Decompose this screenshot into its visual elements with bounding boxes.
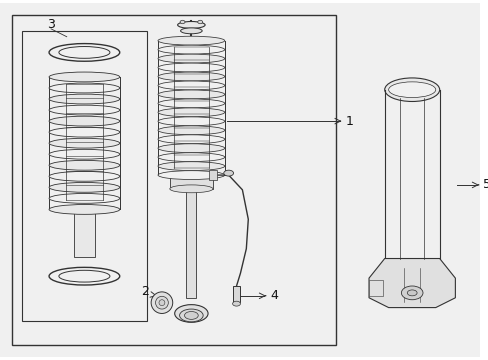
Text: 1: 1 [345,114,353,127]
Ellipse shape [158,36,224,45]
Ellipse shape [49,72,120,82]
Text: 4: 4 [269,289,277,302]
Ellipse shape [158,90,224,99]
Ellipse shape [151,292,172,314]
Bar [21,31,147,321]
Ellipse shape [180,28,202,34]
Ellipse shape [158,45,224,54]
Ellipse shape [384,78,439,102]
Ellipse shape [49,193,120,203]
Ellipse shape [158,72,224,81]
Ellipse shape [158,117,224,126]
Ellipse shape [155,296,168,309]
Bar [232,286,240,302]
Ellipse shape [158,135,224,144]
Ellipse shape [49,138,120,148]
Ellipse shape [197,20,202,24]
Bar [169,175,213,189]
Ellipse shape [49,105,120,115]
Text: 5: 5 [482,179,488,192]
Ellipse shape [179,309,203,322]
Ellipse shape [49,267,120,285]
Ellipse shape [174,305,207,322]
Ellipse shape [49,149,120,159]
Ellipse shape [158,54,224,63]
Ellipse shape [184,311,198,319]
Ellipse shape [49,83,120,93]
Ellipse shape [159,300,164,306]
Ellipse shape [59,46,110,58]
Text: 3: 3 [47,18,55,31]
Ellipse shape [158,108,224,117]
Ellipse shape [158,63,224,72]
Ellipse shape [49,44,120,61]
Ellipse shape [388,82,435,98]
Ellipse shape [158,153,224,162]
Ellipse shape [407,290,416,296]
Ellipse shape [158,144,224,153]
Ellipse shape [401,286,422,300]
Bar [368,280,382,296]
Ellipse shape [49,160,120,170]
Ellipse shape [49,94,120,104]
Ellipse shape [49,171,120,181]
Ellipse shape [158,126,224,135]
Ellipse shape [224,170,233,176]
Ellipse shape [158,99,224,108]
Ellipse shape [49,127,120,137]
Bar [12,15,335,345]
Bar [74,210,95,257]
Ellipse shape [177,22,204,28]
Ellipse shape [49,204,120,214]
Bar [208,170,217,180]
Ellipse shape [169,185,213,193]
Ellipse shape [49,183,120,192]
Ellipse shape [158,171,224,180]
Ellipse shape [180,20,184,24]
Ellipse shape [158,162,224,171]
Polygon shape [368,258,454,307]
Ellipse shape [158,81,224,90]
Ellipse shape [59,270,110,282]
Text: 2: 2 [141,285,149,298]
Bar [186,189,196,298]
Ellipse shape [232,301,240,306]
Ellipse shape [49,116,120,126]
